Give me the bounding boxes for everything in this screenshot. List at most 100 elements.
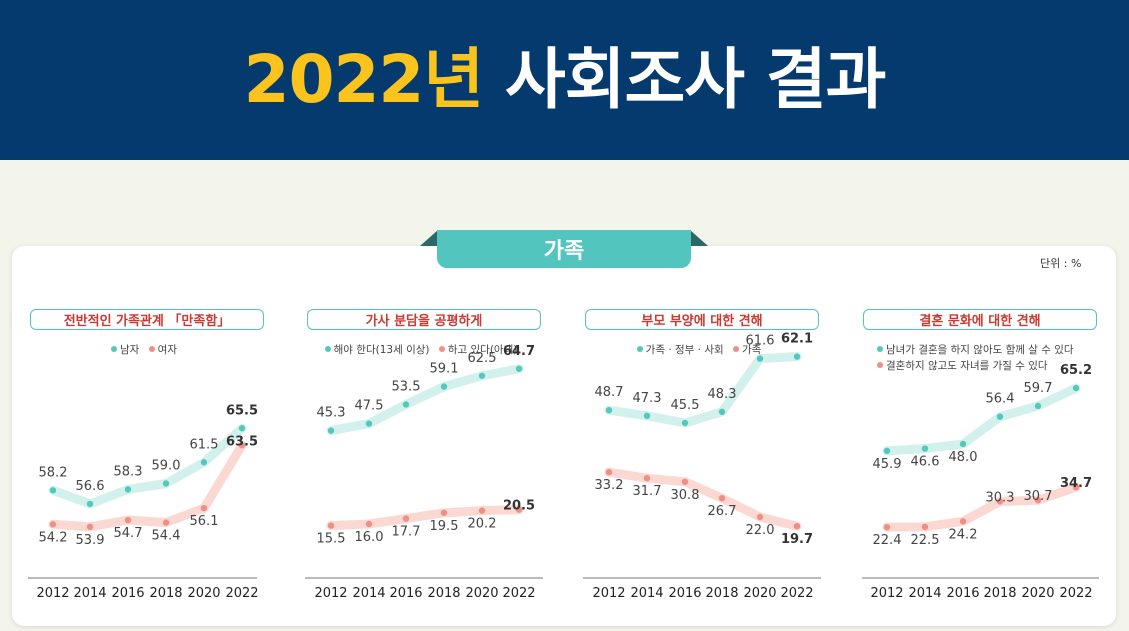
legend-item: 하고 있다(아내) (438, 344, 517, 356)
data-label: 26.7 (708, 504, 737, 519)
data-point (718, 408, 726, 415)
x-tick-label: 2016 (668, 586, 701, 601)
x-tick-label: 2012 (870, 586, 903, 601)
data-label: 48.7 (595, 385, 624, 400)
series-line (882, 482, 1081, 532)
x-tick-label: 2012 (314, 586, 347, 601)
data-point (440, 383, 448, 390)
series-line (604, 352, 802, 428)
series-line (882, 383, 1081, 456)
data-label: 63.5 (226, 434, 258, 449)
legend-label: 가족 (742, 344, 762, 356)
data-point (605, 469, 613, 476)
legend-parent-support: 가족 · 정부 · 사회 가족 (585, 342, 819, 358)
data-label: 56.1 (190, 514, 219, 529)
series-line (604, 467, 802, 531)
data-label: 48.0 (949, 450, 978, 465)
panel-title-marriage-culture: 결혼 문화에 대한 견해 (863, 309, 1097, 330)
data-point (756, 513, 764, 521)
legend-item: 남녀가 결혼을 하지 않아도 함께 살 수 있다 (877, 342, 1074, 358)
x-tick-label: 2012 (592, 586, 625, 601)
data-label: 30.8 (671, 488, 700, 503)
data-label: 19.5 (430, 519, 459, 534)
data-point (238, 425, 246, 432)
data-point (959, 440, 967, 448)
data-point (402, 401, 410, 408)
data-label: 59.1 (430, 362, 459, 377)
data-label: 30.3 (986, 491, 1015, 506)
legend-dot-icon (877, 362, 883, 368)
data-label: 61.5 (190, 437, 219, 452)
data-point (200, 504, 208, 512)
legend-dot-icon (636, 346, 643, 352)
data-point (996, 498, 1004, 505)
x-tick-label: 2014 (630, 586, 663, 601)
data-label: 59.0 (152, 459, 181, 474)
data-label: 54.4 (152, 529, 181, 544)
data-point (793, 353, 801, 360)
data-point (1072, 384, 1080, 392)
data-point (327, 427, 335, 434)
data-label: 64.7 (503, 344, 535, 359)
x-tick-label: 2012 (36, 586, 69, 601)
data-label: 59.7 (1024, 381, 1053, 396)
data-label: 54.2 (39, 530, 68, 545)
legend-label: 결혼하지 않고도 자녀를 가질 수 있다 (886, 360, 1048, 372)
x-tick-label: 2014 (73, 586, 106, 601)
legend-marriage-culture: 남녀가 결혼을 하지 않아도 함께 살 수 있다 결혼하지 않고도 자녀를 가질… (877, 342, 1074, 374)
data-label: 45.9 (873, 457, 902, 472)
data-point (921, 523, 929, 531)
data-point (996, 413, 1004, 420)
data-label: 65.2 (1060, 363, 1092, 378)
data-point (643, 412, 651, 419)
data-point (515, 365, 523, 372)
data-label: 58.2 (39, 465, 68, 480)
tab-wing-right (690, 230, 708, 246)
data-label: 22.5 (911, 533, 940, 548)
data-point (49, 521, 57, 528)
series-line (48, 423, 247, 509)
x-tick-label: 2020 (187, 586, 220, 601)
data-label: 30.7 (1024, 489, 1053, 504)
legend-dot-icon (111, 346, 117, 352)
data-label: 22.0 (746, 523, 775, 538)
panel-title-housework: 가사 분담을 공평하게 (307, 309, 541, 330)
legend-dot-icon (877, 346, 883, 352)
section-tab: 가족 (437, 230, 691, 268)
x-tick-label: 2018 (427, 586, 460, 601)
data-point (643, 475, 651, 482)
x-tick-label: 2020 (465, 586, 498, 601)
data-point (1034, 497, 1042, 504)
legend-dot-icon (324, 346, 331, 352)
data-point (365, 520, 373, 528)
legend-item: 남자 (111, 344, 139, 356)
legend-item: 가족 · 정부 · 사회 (636, 344, 724, 356)
data-point (327, 522, 335, 529)
x-tick-label: 2022 (225, 586, 258, 601)
data-label: 47.5 (355, 399, 384, 414)
x-tick-label: 2018 (705, 586, 738, 601)
data-point (1072, 484, 1080, 491)
data-label: 45.3 (317, 406, 346, 421)
data-label: 53.5 (392, 379, 421, 394)
data-label: 17.7 (392, 525, 421, 540)
data-label: 53.9 (76, 533, 105, 548)
legend-item: 해야 한다(13세 이상) (324, 344, 430, 356)
data-label: 46.6 (911, 455, 940, 470)
data-label: 47.3 (633, 391, 662, 406)
data-point (402, 515, 410, 522)
x-tick-label: 2018 (983, 586, 1016, 601)
x-tick-label: 2014 (908, 586, 941, 601)
data-label: 33.2 (595, 478, 624, 493)
data-point (49, 487, 57, 494)
legend-label: 남자 (120, 344, 140, 356)
data-point (921, 445, 929, 452)
panel-title-parent-support: 부모 부양에 대한 견해 (585, 309, 819, 330)
data-point (1034, 402, 1042, 410)
data-label: 62.5 (468, 351, 497, 366)
data-point (162, 480, 170, 487)
data-point (681, 419, 689, 427)
data-label: 31.7 (633, 484, 662, 499)
data-point (478, 507, 486, 514)
